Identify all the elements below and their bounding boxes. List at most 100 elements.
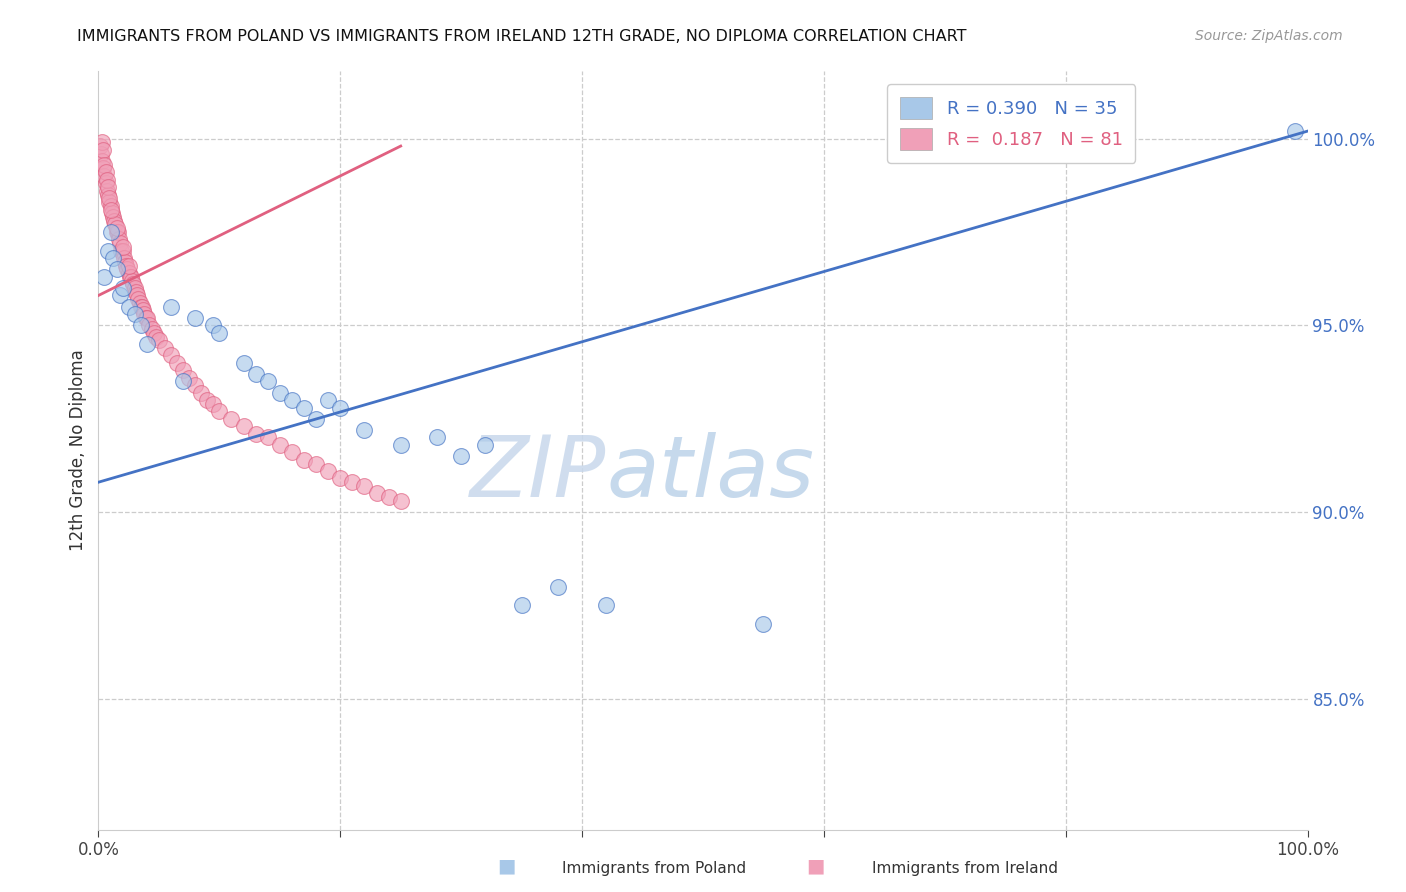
Point — [100, 202, 122, 217]
Point — [107, 225, 129, 239]
Point — [108, 236, 131, 251]
Point — [305, 457, 328, 471]
Point — [112, 251, 135, 265]
Point — [100, 199, 122, 213]
Point — [160, 300, 183, 314]
Point — [195, 392, 218, 407]
Point — [172, 375, 194, 389]
Point — [153, 341, 176, 355]
Point — [132, 303, 155, 318]
Point — [91, 143, 114, 157]
Point — [245, 367, 267, 381]
Point — [135, 337, 157, 351]
Point — [91, 136, 114, 150]
Point — [94, 165, 117, 179]
Text: Immigrants from Poland: Immigrants from Poland — [562, 861, 747, 876]
Point — [184, 378, 207, 392]
Text: ZIP: ZIP — [470, 432, 606, 515]
Point — [316, 392, 339, 407]
Point — [124, 307, 146, 321]
Point — [138, 318, 160, 333]
Point — [202, 397, 225, 411]
Text: ■: ■ — [806, 857, 825, 876]
Point — [353, 423, 375, 437]
Point — [91, 161, 114, 176]
Point — [120, 269, 142, 284]
Point — [128, 296, 150, 310]
Point — [141, 322, 163, 336]
Point — [105, 221, 128, 235]
Point — [93, 169, 115, 183]
Y-axis label: 12th Grade, No Diploma: 12th Grade, No Diploma — [69, 350, 87, 551]
Point — [118, 269, 141, 284]
Point — [342, 475, 364, 490]
Point — [208, 404, 231, 418]
Point — [114, 255, 136, 269]
Point — [101, 251, 124, 265]
Point — [547, 580, 569, 594]
Point — [474, 438, 496, 452]
Point — [305, 411, 328, 425]
Point — [97, 244, 120, 258]
Text: atlas: atlas — [606, 432, 814, 515]
Point — [108, 288, 131, 302]
Point — [115, 259, 138, 273]
Point — [329, 401, 352, 415]
Point — [105, 225, 128, 239]
Point — [190, 385, 212, 400]
Point — [202, 318, 225, 333]
Point — [98, 195, 121, 210]
Point — [145, 329, 167, 343]
Point — [89, 139, 111, 153]
Point — [292, 401, 315, 415]
Point — [131, 300, 153, 314]
Point — [353, 479, 375, 493]
Point — [232, 419, 254, 434]
Point — [111, 281, 134, 295]
Point — [426, 430, 449, 444]
Point — [256, 430, 278, 444]
Point — [450, 449, 472, 463]
Point — [100, 206, 122, 220]
Point — [104, 218, 127, 232]
Point — [208, 326, 231, 340]
Point — [91, 153, 114, 168]
Point — [143, 326, 166, 340]
Point — [97, 180, 120, 194]
Point — [232, 356, 254, 370]
Point — [221, 411, 243, 425]
Text: ■: ■ — [496, 857, 516, 876]
Point — [103, 213, 125, 227]
Point — [135, 310, 157, 325]
Point — [97, 187, 120, 202]
Point — [135, 310, 157, 325]
Point — [111, 240, 134, 254]
Point — [93, 158, 115, 172]
Point — [94, 177, 117, 191]
Point — [100, 225, 122, 239]
Point — [329, 471, 352, 485]
Point — [125, 285, 148, 299]
Point — [108, 232, 131, 246]
Point — [179, 370, 201, 384]
Point — [366, 486, 388, 500]
Legend: R = 0.390   N = 35, R =  0.187   N = 81: R = 0.390 N = 35, R = 0.187 N = 81 — [887, 84, 1135, 162]
Point — [105, 262, 128, 277]
Point — [90, 146, 112, 161]
Point — [127, 288, 149, 302]
Point — [256, 375, 278, 389]
Point — [172, 363, 194, 377]
Point — [281, 445, 304, 459]
Point — [245, 426, 267, 441]
Point — [269, 385, 291, 400]
Point — [148, 333, 170, 347]
Point — [281, 392, 304, 407]
Point — [129, 300, 152, 314]
Point — [316, 464, 339, 478]
Point — [127, 292, 149, 306]
Point — [96, 184, 118, 198]
Text: IMMIGRANTS FROM POLAND VS IMMIGRANTS FROM IRELAND 12TH GRADE, NO DIPLOMA CORRELA: IMMIGRANTS FROM POLAND VS IMMIGRANTS FRO… — [77, 29, 967, 45]
Text: Source: ZipAtlas.com: Source: ZipAtlas.com — [1195, 29, 1343, 44]
Point — [98, 191, 121, 205]
Point — [292, 452, 315, 467]
